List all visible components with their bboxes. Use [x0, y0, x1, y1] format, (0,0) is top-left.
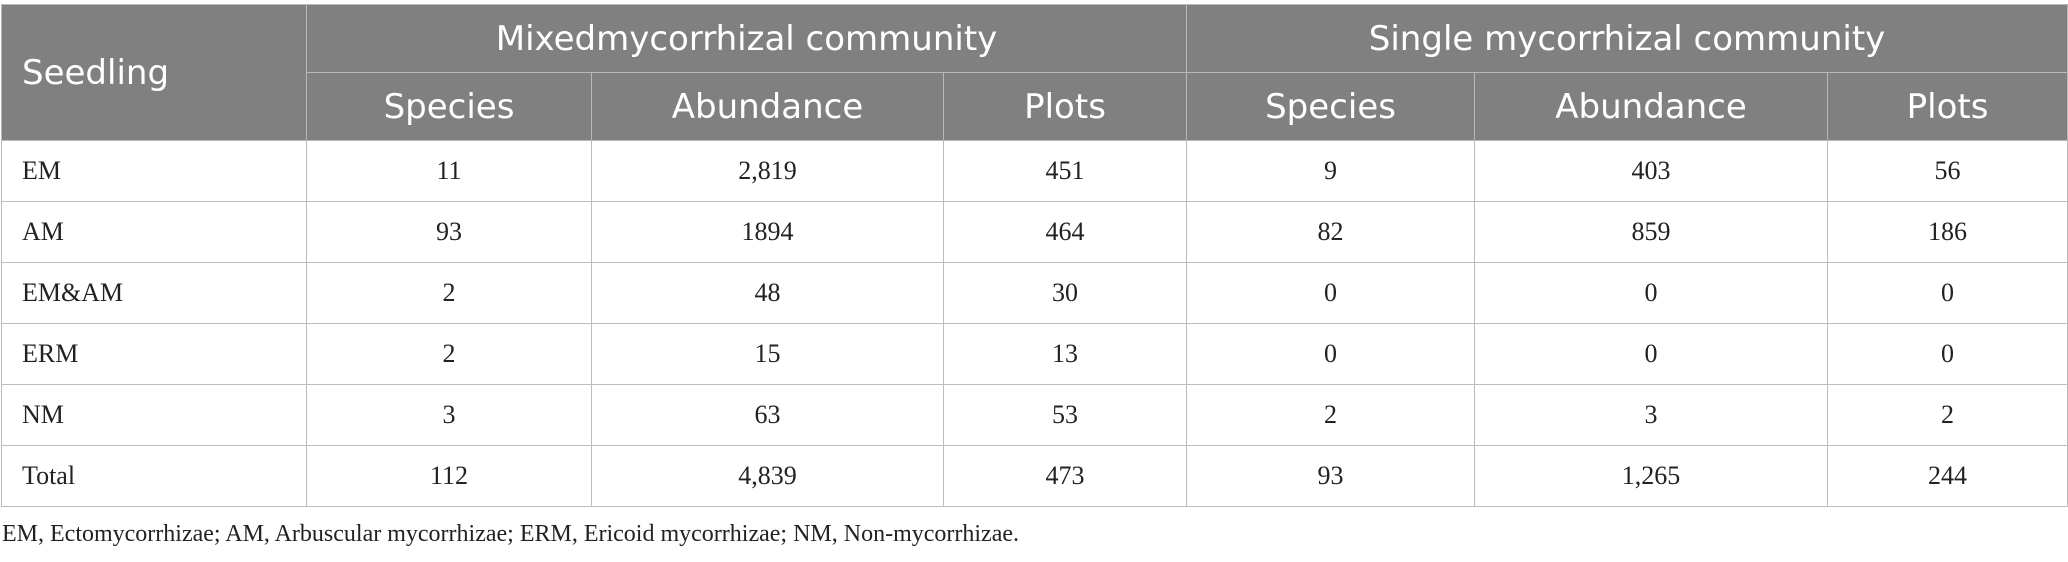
table-cell: 11: [306, 140, 592, 202]
table-row: EM 11 2,819 451 9 403 56: [1, 140, 2068, 202]
table-cell: 3: [306, 384, 592, 446]
table-row: AM 93 1894 464 82 859 186: [1, 201, 2068, 263]
table-cell: 15: [591, 323, 944, 385]
row-label: EM&AM: [1, 262, 307, 324]
column-header-mixed-abundance: Abundance: [591, 72, 944, 141]
table-cell: 2: [1827, 384, 2068, 446]
table-cell: 0: [1474, 262, 1829, 324]
table-cell: 93: [1186, 445, 1476, 507]
table-cell: 112: [306, 445, 592, 507]
table-cell: 0: [1827, 262, 2068, 324]
column-header-mixed-species: Species: [306, 72, 592, 141]
table-cell: 1894: [591, 201, 944, 263]
table-row-total: Total 112 4,839 473 93 1,265 244: [1, 445, 2068, 507]
table-cell: 403: [1474, 140, 1829, 202]
table-cell: 82: [1186, 201, 1476, 263]
table-row: ERM 2 15 13 0 0 0: [1, 323, 2068, 385]
table-cell: 473: [942, 445, 1188, 507]
table-header: Seedling Mixedmycorrhizal community Sing…: [1, 4, 2068, 141]
table-cell: 0: [1474, 323, 1829, 385]
table-cell: 2: [1186, 384, 1476, 446]
seedling-header: Seedling: [1, 4, 307, 141]
column-header-single-plots: Plots: [1827, 72, 2068, 141]
header-row-columns: Species Abundance Plots Species Abundanc…: [2, 72, 2068, 141]
column-header-single-species: Species: [1186, 72, 1476, 141]
column-header-single-abundance: Abundance: [1474, 72, 1829, 141]
table-cell: 2: [306, 323, 592, 385]
table-cell: 4,839: [591, 445, 944, 507]
table-cell: 1,265: [1474, 445, 1829, 507]
data-table: Seedling Mixedmycorrhizal community Sing…: [1, 4, 2068, 507]
table-cell: 13: [942, 323, 1188, 385]
group-header-mixed: Mixedmycorrhizal community: [305, 4, 1188, 73]
table-cell: 859: [1474, 201, 1829, 263]
table-cell: 2,819: [591, 140, 944, 202]
table-cell: 451: [942, 140, 1188, 202]
table-cell: 53: [942, 384, 1188, 446]
table-cell: 56: [1827, 140, 2068, 202]
table-footnote: EM, Ectomycorrhizae; AM, Arbuscular myco…: [2, 521, 1019, 547]
table-row: NM 3 63 53 2 3 2: [1, 384, 2068, 446]
row-label: EM: [1, 140, 307, 202]
group-header-single: Single mycorrhizal community: [1186, 4, 2068, 73]
row-label: ERM: [1, 323, 307, 385]
row-label: Total: [1, 445, 307, 507]
table-cell: 244: [1827, 445, 2068, 507]
table-body: EM 11 2,819 451 9 403 56 AM 93 1894 464 …: [1, 140, 2068, 507]
table-cell: 464: [942, 201, 1188, 263]
table-container: Seedling Mixedmycorrhizal community Sing…: [0, 4, 2068, 548]
table-cell: 0: [1186, 262, 1476, 324]
table-cell: 186: [1827, 201, 2068, 263]
row-label: NM: [1, 384, 307, 446]
header-row-groups: Seedling Mixedmycorrhizal community Sing…: [1, 4, 2068, 141]
table-cell: 2: [306, 262, 592, 324]
table-row: EM&AM 2 48 30 0 0 0: [1, 262, 2068, 324]
table-cell: 9: [1186, 140, 1476, 202]
table-cell: 0: [1186, 323, 1476, 385]
column-header-mixed-plots: Plots: [942, 72, 1188, 141]
table-cell: 93: [306, 201, 592, 263]
table-cell: 3: [1474, 384, 1829, 446]
row-label: AM: [1, 201, 307, 263]
table-cell: 48: [591, 262, 944, 324]
table-cell: 63: [591, 384, 944, 446]
table-cell: 30: [942, 262, 1188, 324]
table-cell: 0: [1827, 323, 2068, 385]
